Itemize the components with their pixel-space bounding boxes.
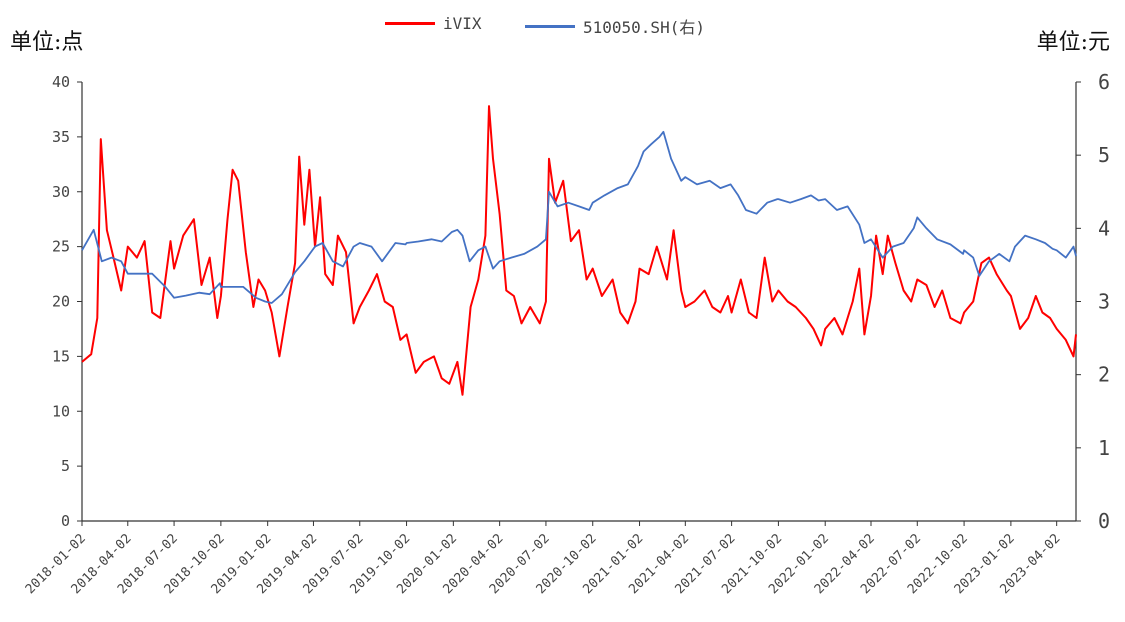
legend-entry-ivix: iVIX	[385, 14, 482, 33]
legend-swatch-510050	[525, 24, 575, 28]
left-y-tick-label: 0	[61, 512, 70, 530]
ivix-series-line	[81, 105, 1077, 396]
left-y-tick-label: 15	[52, 347, 70, 365]
legend-label-510050: 510050.SH(右)	[583, 18, 705, 37]
left-axis-unit: 单位:点	[10, 30, 84, 55]
left-y-tick-label: 25	[52, 238, 70, 256]
left-y-tick-label: 10	[52, 402, 70, 420]
right-y-tick-label: 5	[1098, 143, 1110, 167]
right-y-tick-label: 3	[1098, 290, 1110, 314]
right-y-tick-label: 0	[1098, 509, 1110, 533]
right-y-tick-label: 6	[1098, 70, 1110, 94]
legend-label-ivix: iVIX	[443, 14, 482, 33]
left-y-tick-label: 40	[52, 73, 70, 91]
left-y-tick-label: 35	[52, 128, 70, 146]
left-y-tick-label: 20	[52, 293, 70, 311]
legend-entry-510050: 510050.SH(右)	[525, 14, 705, 38]
left-y-tick-label: 30	[52, 183, 70, 201]
etf-510050-series-line	[81, 130, 1077, 304]
right-axis-unit: 单位:元	[1036, 30, 1110, 55]
legend-swatch-ivix	[385, 22, 435, 25]
right-y-tick-label: 1	[1098, 436, 1110, 460]
right-y-tick-label: 2	[1098, 363, 1110, 387]
left-y-tick-label: 5	[61, 457, 70, 475]
right-y-tick-label: 4	[1098, 216, 1110, 240]
